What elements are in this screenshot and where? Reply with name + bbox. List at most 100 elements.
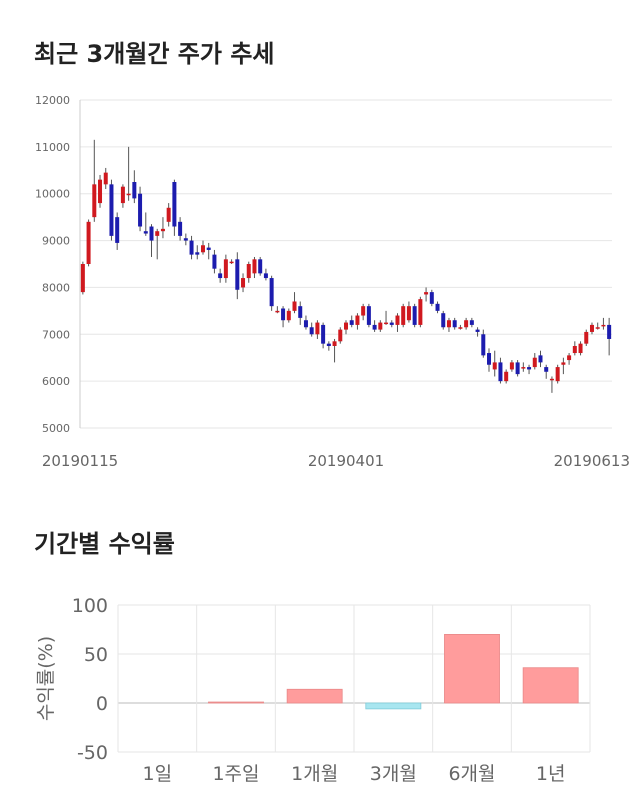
y-tick-label: -50 bbox=[77, 742, 108, 764]
returns-title: 기간별 수익률 bbox=[34, 530, 175, 558]
candle-body bbox=[412, 306, 417, 325]
y-tick-label: 7000 bbox=[42, 328, 70, 341]
candle-body bbox=[389, 322, 394, 325]
candle-body bbox=[607, 324, 612, 339]
y-tick-label: 5000 bbox=[42, 422, 70, 435]
y-tick-label: 0 bbox=[96, 693, 108, 715]
candle-body bbox=[332, 341, 337, 346]
candle-body bbox=[298, 306, 303, 318]
candle-body bbox=[200, 245, 205, 253]
candle-body bbox=[578, 343, 583, 354]
candle-body bbox=[555, 367, 560, 382]
x-category-label: 1개월 bbox=[291, 763, 338, 785]
candle-body bbox=[401, 306, 406, 325]
candle-body bbox=[509, 362, 514, 370]
x-category-label: 1주일 bbox=[212, 763, 259, 785]
candle-body bbox=[515, 362, 520, 375]
returns-bar-chart: 100 50 0 -50 1일 1주일 1개월 3개월 6개월 1년 수익률(%) bbox=[35, 595, 591, 785]
candle-body bbox=[469, 320, 474, 325]
candle-body bbox=[269, 278, 274, 307]
candle-body bbox=[395, 315, 400, 325]
y-tick-label: 12000 bbox=[35, 94, 70, 107]
candle-body bbox=[458, 327, 463, 329]
candle-body bbox=[487, 353, 492, 365]
candlestick-chart: 5000 6000 7000 8000 9000 10000 11000 12000 20190… bbox=[35, 94, 630, 470]
candle-body bbox=[441, 313, 446, 328]
return-bar bbox=[208, 701, 264, 704]
candle-body bbox=[195, 252, 200, 255]
candle-body bbox=[492, 362, 497, 370]
return-bar bbox=[286, 688, 343, 704]
candle-body bbox=[115, 217, 120, 243]
candle-body bbox=[263, 273, 268, 279]
y-tick-label: 8000 bbox=[42, 281, 70, 294]
candle-body bbox=[601, 324, 606, 327]
candle-body bbox=[452, 320, 457, 328]
x-tick-label: 20190115 bbox=[42, 452, 118, 470]
candle-body bbox=[206, 247, 211, 250]
candle-body bbox=[109, 184, 114, 236]
candle-body bbox=[378, 322, 383, 330]
candle-body bbox=[326, 343, 331, 346]
y-tick-label: 10000 bbox=[35, 188, 70, 201]
x-tick-label: 20190401 bbox=[308, 452, 384, 470]
candle-body bbox=[183, 238, 188, 241]
y-tick-label: 6000 bbox=[42, 375, 70, 388]
candle-body bbox=[275, 310, 280, 313]
candle-body bbox=[549, 378, 554, 381]
candle-body bbox=[246, 264, 251, 279]
candle-body bbox=[521, 367, 526, 369]
candle-body bbox=[475, 329, 480, 332]
candle-body bbox=[223, 259, 228, 279]
candle-body bbox=[189, 240, 194, 255]
return-bar bbox=[522, 667, 579, 704]
candle-body bbox=[138, 193, 143, 227]
candle-body bbox=[435, 303, 440, 311]
x-category-label: 3개월 bbox=[370, 763, 417, 785]
y-tick-label: 50 bbox=[84, 644, 108, 666]
return-bar bbox=[365, 702, 422, 710]
y-tick-label: 9000 bbox=[42, 235, 70, 248]
price-trend-title: 최근 3개월간 주가 추세 bbox=[34, 40, 275, 68]
candle-body bbox=[424, 292, 429, 295]
candle-body bbox=[229, 261, 234, 264]
candle-body bbox=[589, 324, 594, 332]
candle-body bbox=[446, 320, 451, 328]
candle-body bbox=[235, 259, 240, 290]
candle-body bbox=[595, 327, 600, 329]
candle-body bbox=[86, 221, 91, 264]
candle-body bbox=[321, 324, 326, 344]
candle-body bbox=[155, 231, 160, 236]
candle-body bbox=[132, 182, 137, 199]
candle-body bbox=[92, 184, 97, 218]
y-tick-label: 100 bbox=[72, 595, 108, 617]
candle-body bbox=[567, 355, 572, 361]
candle-body bbox=[572, 346, 577, 354]
candle-body bbox=[504, 371, 509, 382]
candle-body bbox=[258, 259, 263, 274]
candle-body bbox=[218, 273, 223, 279]
candle-body bbox=[303, 320, 308, 328]
candle-body bbox=[178, 221, 183, 236]
candle-body bbox=[338, 329, 343, 342]
candle-body bbox=[406, 306, 411, 321]
candle-body bbox=[166, 207, 171, 222]
y-tick-label: 11000 bbox=[35, 141, 70, 154]
candle-body bbox=[241, 278, 246, 288]
candle-body bbox=[149, 226, 154, 241]
x-category-label: 1년 bbox=[536, 763, 566, 785]
candle-body bbox=[292, 301, 297, 311]
candle-body bbox=[103, 172, 108, 185]
x-category-label: 1일 bbox=[143, 763, 173, 785]
candle-body bbox=[561, 362, 566, 365]
y-axis-label: 수익률(%) bbox=[35, 636, 57, 721]
x-tick-label: 20190613 bbox=[554, 452, 630, 470]
candle-body bbox=[212, 254, 217, 269]
candle-body bbox=[372, 324, 377, 330]
candle-body bbox=[143, 231, 148, 234]
candle-body bbox=[498, 362, 503, 382]
candle-body bbox=[527, 367, 532, 370]
candle-body bbox=[315, 322, 320, 335]
candle-body bbox=[355, 315, 360, 325]
candle-body bbox=[98, 179, 103, 204]
